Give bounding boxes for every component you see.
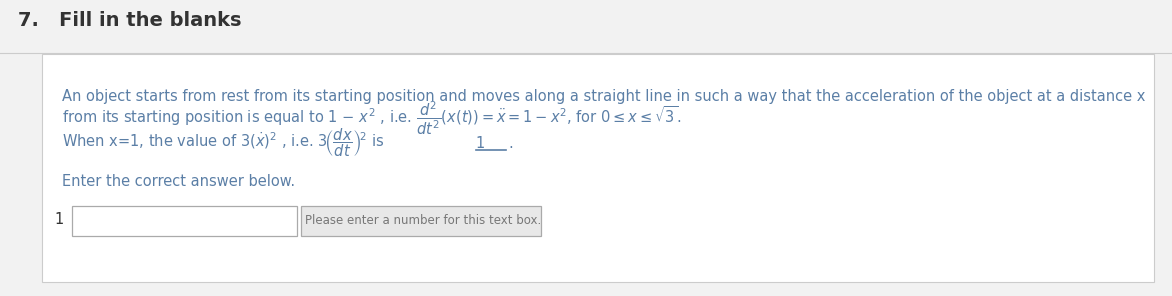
Text: 1: 1	[54, 213, 63, 228]
Text: 1: 1	[476, 136, 485, 150]
Text: 7.   Fill in the blanks: 7. Fill in the blanks	[18, 12, 241, 30]
FancyBboxPatch shape	[301, 206, 541, 236]
Ellipse shape	[54, 66, 82, 78]
FancyBboxPatch shape	[71, 206, 297, 236]
FancyBboxPatch shape	[42, 54, 1154, 282]
Text: Enter the correct answer below.: Enter the correct answer below.	[62, 173, 295, 189]
Ellipse shape	[82, 66, 110, 76]
Text: from its starting position is equal to 1 $-$ $x^2$ , i.e. $\dfrac{d^2}{dt^2}(x(t: from its starting position is equal to 1…	[62, 99, 681, 137]
Ellipse shape	[57, 61, 102, 75]
Text: An object starts from rest from its starting position and moves along a straight: An object starts from rest from its star…	[62, 89, 1145, 104]
Text: When x=1, the value of $3(\dot{x})^2$ , i.e. $3\!\left(\dfrac{dx}{dt}\right)^{\!: When x=1, the value of $3(\dot{x})^2$ , …	[62, 127, 384, 159]
FancyBboxPatch shape	[0, 0, 1172, 50]
Text: Please enter a number for this text box.: Please enter a number for this text box.	[305, 213, 541, 226]
Text: .: .	[507, 136, 513, 150]
